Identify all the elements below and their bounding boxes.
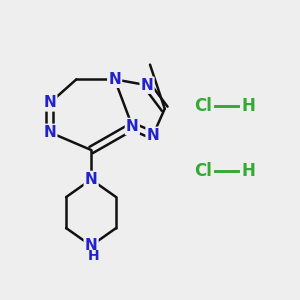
Text: N: N [141, 78, 153, 93]
Text: N: N [147, 128, 159, 143]
Text: H: H [241, 162, 255, 180]
Text: N: N [126, 119, 139, 134]
Text: N: N [108, 72, 121, 87]
Text: N: N [44, 95, 56, 110]
Text: H: H [241, 97, 255, 115]
Text: H: H [88, 249, 100, 263]
Text: N: N [85, 238, 98, 253]
Text: N: N [44, 125, 56, 140]
Text: Cl: Cl [194, 162, 212, 180]
Text: N: N [85, 172, 98, 187]
Text: Cl: Cl [194, 97, 212, 115]
